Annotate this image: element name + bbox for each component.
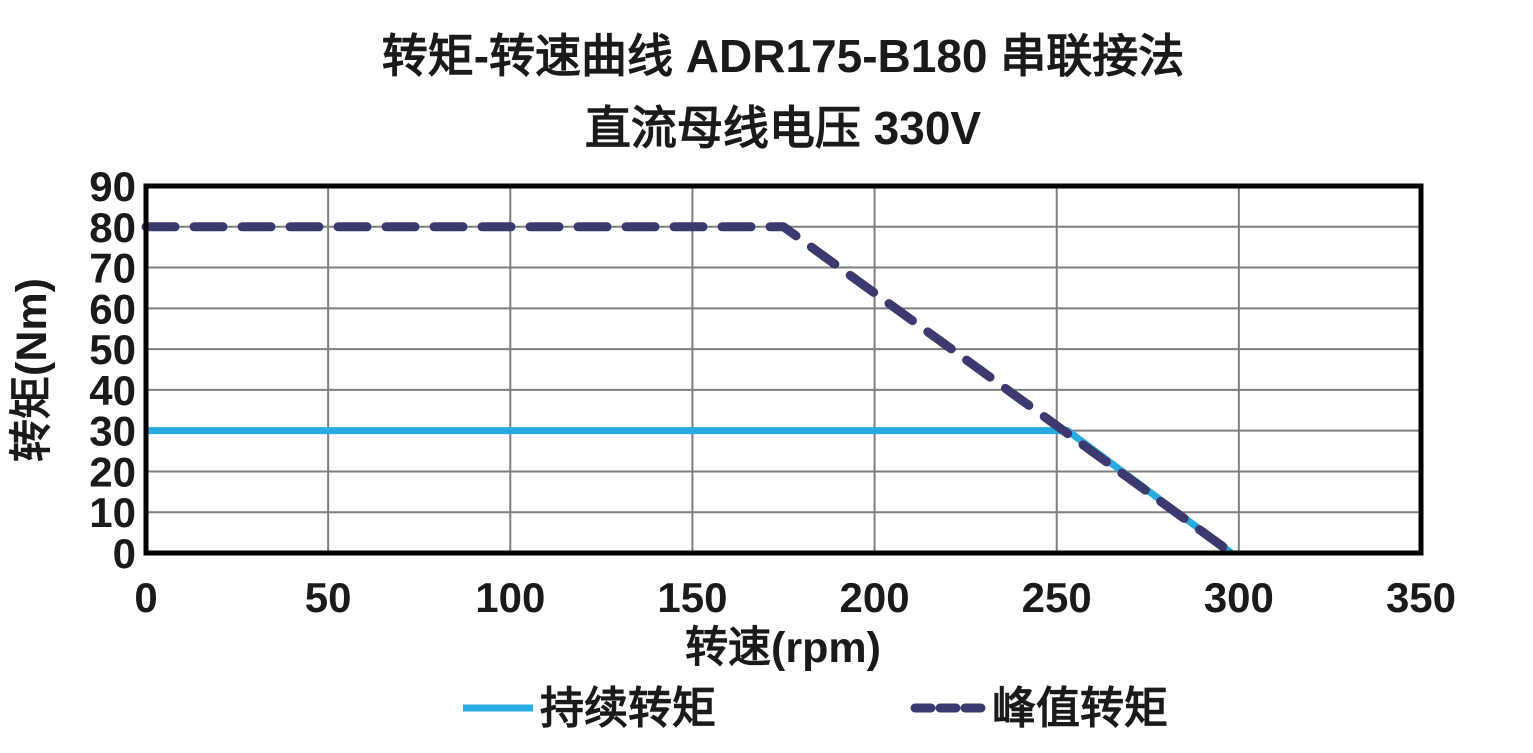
x-tick-labels: 0 50 100 150 200 250 300 350 (134, 574, 1456, 621)
series-lines (141, 222, 1237, 558)
chart-title-line1: 转矩-转速曲线 ADR175-B180 串联接法 (382, 30, 1185, 82)
legend-label-continuous-torque: 持续转矩 (540, 684, 716, 733)
x-tick-label: 200 (840, 574, 910, 621)
x-tick-label: 350 (1386, 574, 1456, 621)
x-tick-label: 100 (475, 574, 545, 621)
gridlines (146, 186, 1421, 553)
y-tick-label: 80 (89, 204, 136, 251)
y-axis-label: 转矩(Nm) (8, 278, 56, 462)
plot-border (143, 183, 1424, 556)
x-tick-label: 50 (305, 574, 352, 621)
y-tick-label: 60 (89, 285, 136, 332)
peak-torque-curve (141, 222, 1237, 558)
y-tick-label: 30 (89, 408, 136, 455)
y-tick-label: 20 (89, 448, 136, 495)
y-tick-label: 40 (89, 367, 136, 414)
legend-label-peak-torque: 峰值转矩 (992, 684, 1168, 733)
x-tick-label: 250 (1022, 574, 1092, 621)
x-tick-label: 150 (657, 574, 727, 621)
x-tick-label: 300 (1204, 574, 1274, 621)
y-tick-label: 70 (89, 245, 136, 292)
y-tick-label: 10 (89, 489, 136, 536)
chart-title-line2: 直流母线电压 330V (585, 102, 982, 154)
y-tick-label: 0 (113, 530, 136, 577)
x-axis-label: 转速(rpm) (685, 624, 881, 672)
y-tick-label: 50 (89, 326, 136, 373)
continuous-torque-curve (146, 427, 1234, 556)
x-tick-label: 0 (134, 574, 157, 621)
legend: 持续转矩 峰值转矩 (463, 684, 1168, 733)
y-tick-label: 90 (89, 163, 136, 210)
